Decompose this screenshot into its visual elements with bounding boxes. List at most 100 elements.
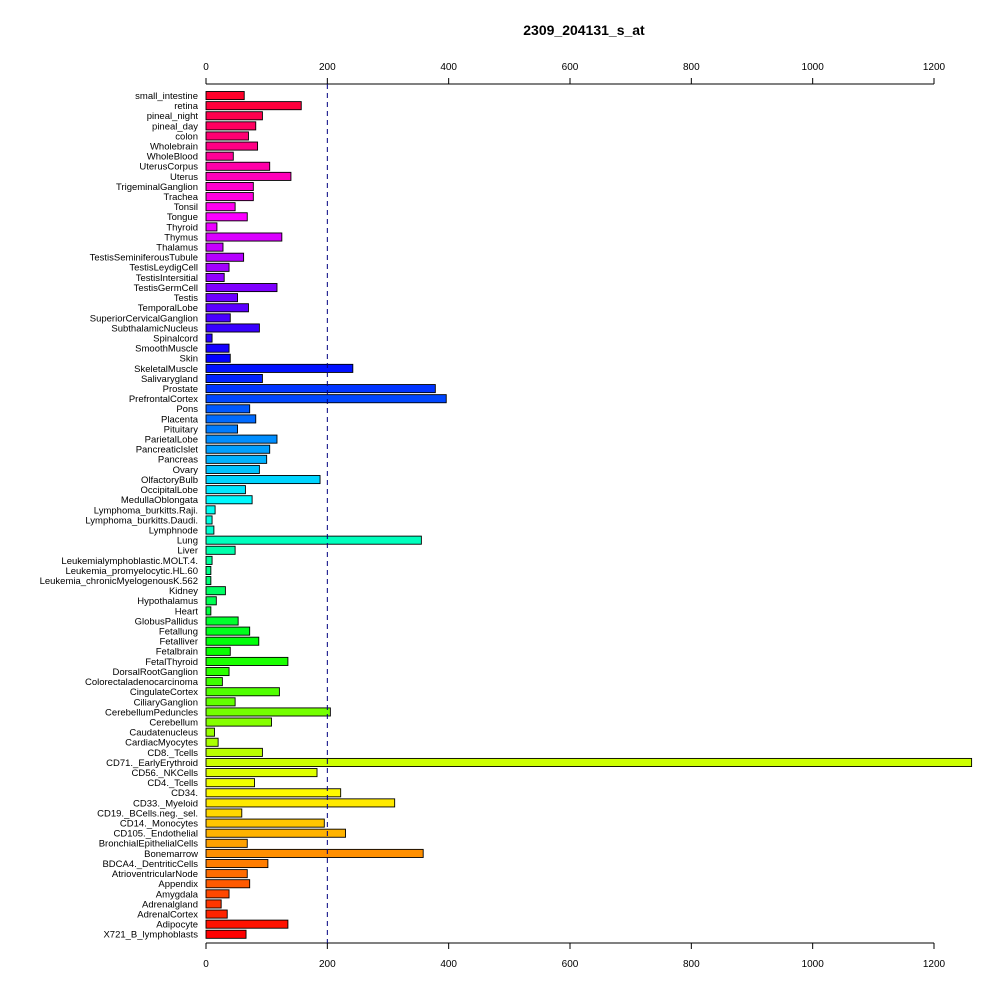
bar bbox=[205, 838, 248, 848]
x-tick-label: 400 bbox=[440, 62, 457, 73]
category-label: Fetallung bbox=[159, 627, 198, 638]
bar bbox=[205, 495, 253, 505]
bar bbox=[205, 899, 222, 909]
x-tick-label: 800 bbox=[683, 959, 700, 970]
bar bbox=[205, 343, 230, 353]
bar bbox=[205, 828, 346, 838]
bar bbox=[205, 798, 396, 808]
bar bbox=[205, 808, 243, 818]
bar bbox=[205, 272, 225, 282]
bar bbox=[205, 687, 280, 697]
chart-title: 2309_204131_s_at bbox=[523, 22, 645, 38]
category-label: Wholebrain bbox=[150, 141, 198, 152]
category-label: Caudatenucleus bbox=[129, 728, 198, 739]
category-label: CD14._Monocytes bbox=[120, 819, 198, 830]
bar bbox=[205, 394, 447, 404]
bar bbox=[205, 727, 215, 737]
bar bbox=[205, 303, 249, 313]
category-label: SkeletalMuscle bbox=[134, 364, 198, 375]
category-label: Tongue bbox=[167, 212, 198, 223]
x-tick-label: 200 bbox=[319, 959, 336, 970]
category-label: DorsalRootGanglion bbox=[112, 667, 198, 678]
bar bbox=[205, 879, 251, 889]
bar bbox=[205, 677, 223, 687]
bar bbox=[205, 161, 271, 171]
category-label: retina bbox=[174, 101, 198, 112]
category-label: CerebellumPeduncles bbox=[105, 707, 198, 718]
category-label: Trachea bbox=[164, 192, 199, 203]
bar bbox=[205, 171, 292, 181]
category-label: CardiacMyocytes bbox=[125, 738, 198, 749]
category-label: ParietalLobe bbox=[145, 435, 198, 446]
bar bbox=[205, 181, 254, 191]
category-label: GlobusPallidus bbox=[135, 616, 199, 627]
bar bbox=[205, 788, 342, 798]
category-label: Lymphoma_burkitts.Raji. bbox=[94, 505, 198, 516]
bar bbox=[205, 475, 321, 485]
bar bbox=[205, 283, 278, 293]
bar bbox=[205, 373, 263, 383]
category-label: Liver bbox=[177, 546, 198, 557]
x-tick-label: 200 bbox=[319, 62, 336, 73]
bar bbox=[205, 768, 318, 778]
bar bbox=[205, 737, 219, 747]
category-label: X721_B_lymphoblasts bbox=[103, 930, 198, 941]
category-label: Colorectaladenocarcinoma bbox=[85, 677, 199, 688]
bar bbox=[205, 424, 238, 434]
category-label: Skin bbox=[180, 354, 198, 365]
category-label: PrefrontalCortex bbox=[129, 394, 198, 405]
category-label: TemporalLobe bbox=[138, 303, 198, 314]
category-label: Lymphnode bbox=[149, 525, 198, 536]
category-label: Leukemia_promyelocytic.HL.60 bbox=[65, 566, 198, 577]
bar bbox=[205, 757, 973, 767]
x-tick-label: 1200 bbox=[923, 62, 946, 73]
bar bbox=[205, 434, 278, 444]
bar bbox=[205, 565, 212, 575]
category-label: AdrenalCortex bbox=[137, 909, 198, 920]
bar bbox=[205, 697, 236, 707]
bar bbox=[205, 464, 260, 474]
category-label: Lung bbox=[177, 536, 198, 547]
category-label: Pituitary bbox=[164, 424, 199, 435]
category-label: Tonsil bbox=[174, 202, 198, 213]
bar bbox=[205, 616, 239, 626]
bar bbox=[205, 313, 231, 323]
category-label: SubthalamicNucleus bbox=[111, 323, 198, 334]
bar bbox=[205, 606, 212, 616]
bar bbox=[205, 535, 422, 545]
bar bbox=[205, 353, 231, 363]
bar bbox=[205, 141, 259, 151]
bar bbox=[205, 404, 251, 414]
bar bbox=[205, 454, 268, 464]
category-label: Appendix bbox=[158, 879, 198, 890]
category-label: small_intestine bbox=[135, 91, 198, 102]
category-label: CD105._Endothelial bbox=[113, 829, 198, 840]
bar bbox=[205, 485, 246, 495]
bar bbox=[205, 586, 226, 596]
category-label: Leukemia_chronicMyelogenousK.562 bbox=[40, 576, 198, 587]
bar bbox=[205, 333, 213, 343]
bar bbox=[205, 363, 354, 373]
category-label: Heart bbox=[175, 606, 199, 617]
category-label: Salivarygland bbox=[141, 374, 198, 385]
category-label: pineal_day bbox=[152, 121, 198, 132]
category-label: Thalamus bbox=[156, 243, 198, 254]
bar bbox=[205, 121, 257, 131]
category-label: SuperiorCervicalGanglion bbox=[90, 313, 198, 324]
category-label: Thymus bbox=[164, 232, 198, 243]
category-label: Spinalcord bbox=[153, 333, 198, 344]
category-label: BDCA4._DentriticCells bbox=[102, 859, 198, 870]
category-label: TrigeminalGanglion bbox=[116, 182, 198, 193]
category-label: Lymphoma_burkitts.Daudi. bbox=[85, 515, 198, 526]
category-label: Adrenalgland bbox=[142, 899, 198, 910]
category-label: Fetalbrain bbox=[156, 647, 198, 658]
bar bbox=[205, 909, 228, 919]
category-label: OccipitalLobe bbox=[140, 485, 198, 496]
bar bbox=[205, 919, 289, 929]
bar bbox=[205, 747, 263, 757]
bar bbox=[205, 101, 302, 111]
category-label: BronchialEpithelialCells bbox=[99, 839, 199, 850]
category-label: CD8._Tcells bbox=[147, 748, 198, 759]
category-label: Placenta bbox=[161, 414, 199, 425]
bar bbox=[205, 889, 230, 899]
